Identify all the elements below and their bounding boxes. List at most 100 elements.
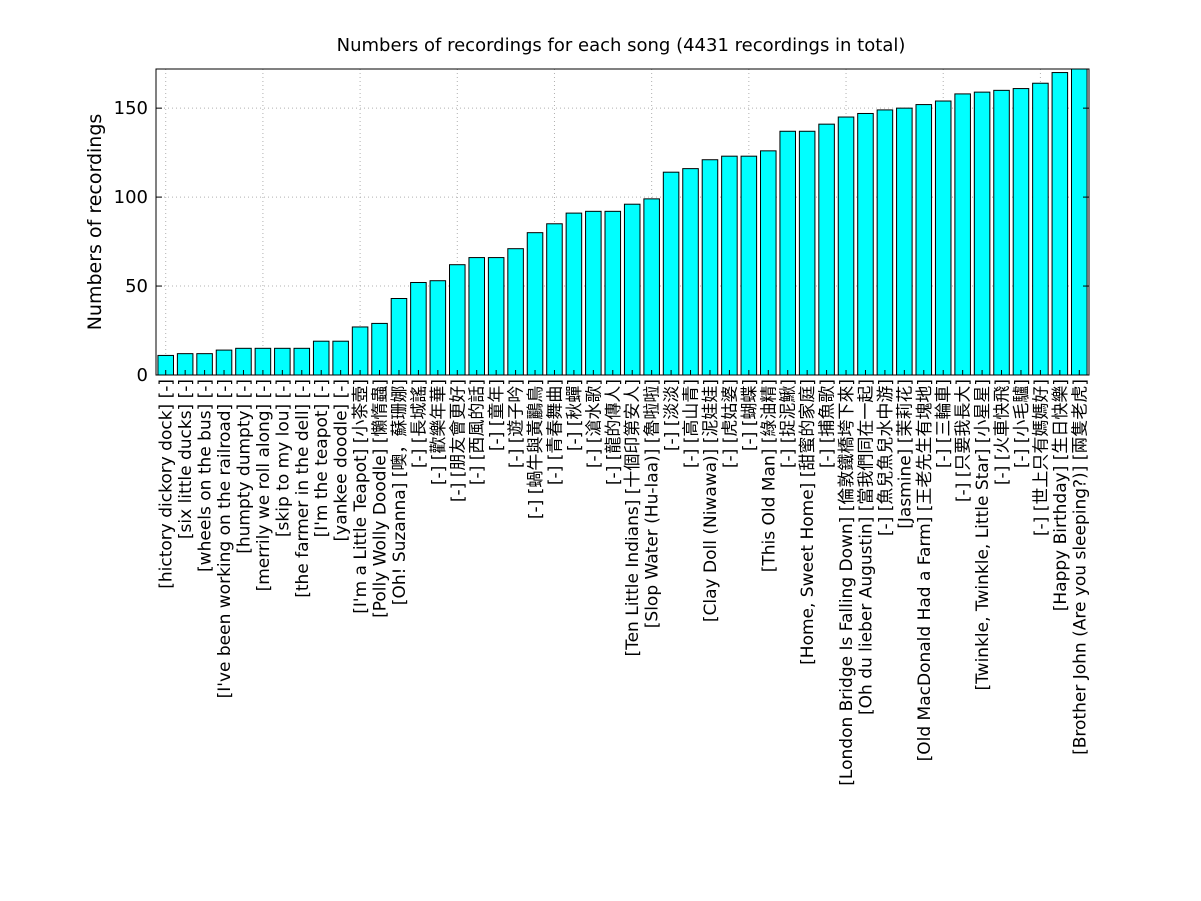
y-tick-labels: 0 50 100 150 <box>114 98 148 386</box>
bar <box>798 130 816 376</box>
x-tick-label: [Slop Water (Hu-laa)] [魯啦啦] <box>643 379 663 628</box>
x-tick-label: [Oh! Suzanna] [噢，蘇珊娜] <box>390 379 410 605</box>
bar <box>371 322 388 376</box>
bar <box>332 340 349 376</box>
bar <box>915 104 933 376</box>
axes <box>155 68 1090 376</box>
bar <box>896 107 913 376</box>
x-tick-label: [-] [淡淡] <box>662 379 682 451</box>
x-tick-label: [merrily we roll along] [-] <box>254 379 274 591</box>
x-tick-label: [Home, Sweet Home] [甜蜜的家庭] <box>798 379 818 665</box>
bar <box>954 93 971 376</box>
x-tick-label: [-] [魚兒魚兒水中游] <box>876 379 896 536</box>
x-tick-label: [Oh du lieber Augustin] [當我們同在一起] <box>856 379 876 715</box>
x-tick-label: [Happy Birthday] [生日快樂] <box>1051 379 1071 611</box>
x-tick-label: [-] [小毛驢] <box>1012 379 1032 468</box>
x-tick-label: [Polly Wolly Doodle] [懶惰蟲] <box>371 379 391 618</box>
x-tick-label: [-] [西風的話] <box>468 379 488 485</box>
x-tick-label: [Old MacDonald Had a Farm] [王老先生有塊地] <box>915 379 935 761</box>
bar <box>312 340 330 376</box>
x-tick-label: [-] [滄水歌] <box>584 379 604 468</box>
x-tick-label: [I've been working on the railroad] [-] <box>215 379 235 698</box>
x-tick-label: [-] [世上只有媽媽好] <box>1031 379 1051 536</box>
x-tick-label: [Brother John (Are you sleeping?)] [兩隻老虎… <box>1070 379 1090 755</box>
y-axis-label: Numbers of recordings <box>84 114 106 331</box>
bar <box>818 123 835 376</box>
x-tick-label: [-] [捕魚歌] <box>818 379 838 468</box>
plot-frame <box>155 68 1090 376</box>
y-tick-label: 0 <box>137 365 148 386</box>
x-tick-label: [London Bridge Is Falling Down] [倫敦鐵橋垮下來… <box>837 379 857 786</box>
bar <box>857 112 874 376</box>
x-tick-label: [This Old Man] [綠油精] <box>759 379 779 572</box>
x-tick-labels: [hictory dickory dock] [-] [six little du… <box>157 379 1091 786</box>
y-tick-label: 150 <box>114 98 148 119</box>
bar <box>643 198 660 376</box>
x-tick-label: [I'm a Little Teapot] [小茶壺] <box>351 379 371 614</box>
x-tick-label: [humpty dumpty] [-] <box>234 379 254 554</box>
x-tick-label: [Jasmine] [茉莉花] <box>895 379 915 529</box>
bar <box>682 168 699 376</box>
bar <box>449 264 466 376</box>
x-tick-label: [hictory dickory dock] [-] <box>157 379 177 589</box>
x-tick-label: [-] [高山青] <box>682 379 702 468</box>
bar <box>468 257 485 376</box>
bar <box>390 298 408 376</box>
x-tick-label: [-] [虎姑婆] <box>720 379 740 468</box>
bar <box>973 91 991 376</box>
bar <box>487 257 505 376</box>
bar <box>779 130 796 376</box>
bar <box>1071 68 1088 376</box>
x-tick-label: [-] [歡樂年華] <box>429 379 449 485</box>
bar <box>1051 72 1069 376</box>
x-tick-label: [six little ducks] [-] <box>176 379 196 539</box>
x-tick-label: [-] [遊子吟] <box>507 379 527 468</box>
x-tick-label: [skip to my lou] [-] <box>273 379 293 537</box>
bar <box>760 150 777 376</box>
bar <box>1032 82 1049 376</box>
x-tick-label: [wheels on the bus] [-] <box>196 379 216 572</box>
x-tick-label: [Clay Doll (Niwawa)] [泥娃娃] <box>701 379 721 622</box>
bar <box>701 159 719 376</box>
bar <box>876 109 894 376</box>
bar <box>740 155 758 376</box>
x-tick-label: [-] [青春舞曲] <box>545 379 565 485</box>
bar <box>507 248 524 376</box>
y-tick-label: 100 <box>114 187 148 208</box>
bar <box>623 203 641 376</box>
x-tick-label: [-] [蝸牛與黃鸝鳥] <box>526 379 546 519</box>
bar <box>565 212 583 376</box>
x-tick-label: [-] [火車快飛] <box>993 379 1013 485</box>
x-tick-label: [-] [童年] <box>487 379 507 451</box>
bar <box>585 210 602 376</box>
bar <box>429 280 447 376</box>
bar <box>410 281 427 376</box>
bar <box>721 155 738 376</box>
x-tick-label: [-] [只要我長大] <box>954 379 974 502</box>
x-tick-label: [-] [朋友會更好] <box>448 379 468 502</box>
bar <box>604 210 622 376</box>
bar <box>526 232 544 376</box>
x-tick-label: [Twinkle, Twinkle, Little Star] [小星星] <box>973 379 993 691</box>
x-tick-label: [-] [捉泥鰍] <box>779 379 799 468</box>
x-tick-label: [-] [長城謠] <box>409 379 429 468</box>
x-tick-label: [-] [秋蟬] <box>565 379 585 451</box>
bar <box>934 100 952 376</box>
x-tick-label: [-] [龍的傳人] <box>604 379 624 485</box>
bar <box>662 171 680 376</box>
x-tick-label: [-] [三輪車] <box>934 379 954 468</box>
x-tick-label: [the farmer in the dell] [-] <box>293 379 313 598</box>
x-tick-label: [-] [蝴蝶] <box>740 379 760 451</box>
bars <box>157 68 1088 376</box>
x-tick-label: [I'm the teapot] [-] <box>312 379 332 537</box>
bar <box>1012 88 1030 376</box>
x-tick-label: [yankee doodle] [-] <box>332 379 352 541</box>
bar <box>546 223 563 376</box>
bar <box>351 326 369 376</box>
y-tick-label: 50 <box>125 276 148 297</box>
bar <box>993 89 1010 376</box>
chart-title: Numbers of recordings for each song (443… <box>337 35 906 56</box>
x-tick-label: [Ten Little Indians] [十個印第安人] <box>623 379 643 657</box>
